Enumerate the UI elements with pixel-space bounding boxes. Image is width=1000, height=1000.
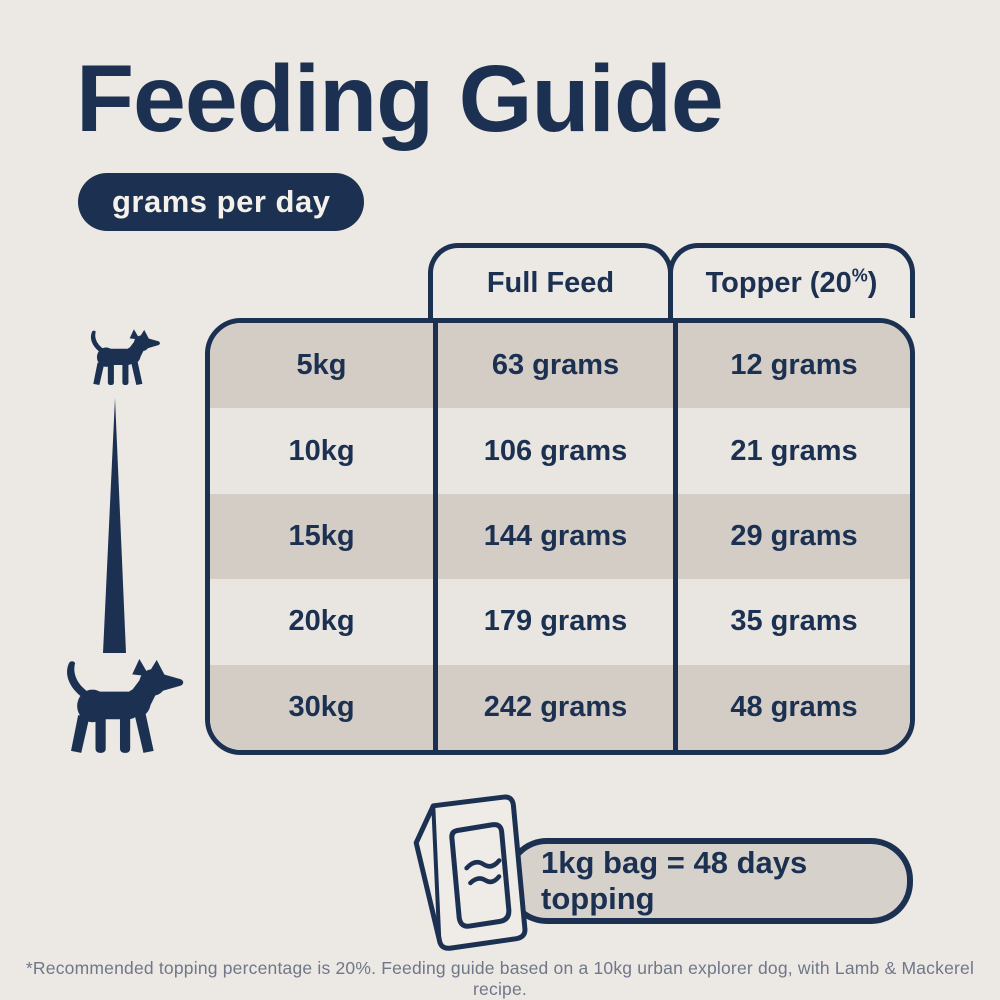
- full-feed-cell: 242 grams: [433, 664, 673, 750]
- footnote-text: *Recommended topping percentage is 20%. …: [25, 958, 975, 999]
- large-dog-icon: [67, 659, 184, 753]
- table-row: 20kg 179 grams 35 grams: [210, 579, 910, 665]
- full-feed-cell: 63 grams: [433, 323, 673, 409]
- table-row: 5kg 63 grams 12 grams: [210, 323, 910, 409]
- page-title: Feeding Guide: [76, 46, 724, 152]
- topper-header-label: Topper (20%): [705, 264, 878, 299]
- size-wedge-icon: [103, 398, 126, 653]
- unit-badge-label: grams per day: [112, 184, 331, 219]
- weight-cell: 5kg: [296, 349, 347, 382]
- bag-note-label: 1kg bag = 48 days topping: [541, 845, 808, 916]
- table-row: 10kg 106 grams 21 grams: [210, 408, 910, 494]
- full-feed-cell: 106 grams: [433, 408, 673, 494]
- topper-cell: 12 grams: [673, 323, 910, 409]
- topper-cell: 21 grams: [673, 408, 910, 494]
- weight-cell: 15kg: [288, 520, 355, 553]
- table-row: 30kg 242 grams 48 grams: [210, 664, 910, 750]
- full-feed-cell: 179 grams: [433, 579, 673, 665]
- feeding-table: Full Feed Topper (20%) 5kg 63 grams 12 g…: [205, 243, 915, 755]
- column-header-topper: Topper (20%): [668, 243, 915, 318]
- weight-cell: 20kg: [288, 605, 355, 638]
- topper-cell: 35 grams: [673, 579, 910, 665]
- food-bag-icon: [413, 794, 528, 951]
- bag-note-pill: 1kg bag = 48 days topping: [505, 838, 913, 924]
- column-header-full-feed: Full Feed: [428, 243, 673, 318]
- feeding-table-body: 5kg 63 grams 12 grams 10kg 106 grams 21 …: [205, 318, 915, 755]
- full-feed-cell: 144 grams: [433, 493, 673, 580]
- full-feed-header-label: Full Feed: [486, 266, 615, 299]
- small-dog-icon: [90, 329, 160, 386]
- weight-cell: 10kg: [288, 434, 355, 467]
- table-row: 15kg 144 grams 29 grams: [210, 493, 910, 580]
- weight-cell: 30kg: [288, 690, 355, 723]
- unit-badge: grams per day: [78, 173, 365, 231]
- topper-cell: 48 grams: [673, 664, 910, 750]
- topper-cell: 29 grams: [673, 493, 910, 580]
